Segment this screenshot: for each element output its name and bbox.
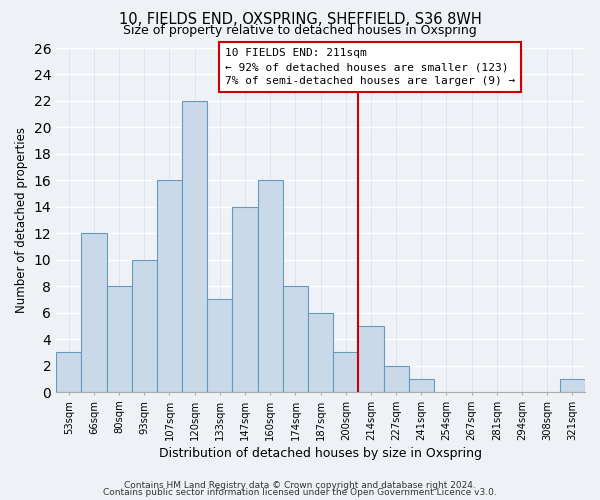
Bar (182, 101, 207, 392)
Bar (383, 366, 409, 392)
Bar (333, 352, 358, 392)
Bar (157, 180, 182, 392)
Text: Contains HM Land Registry data © Crown copyright and database right 2024.: Contains HM Land Registry data © Crown c… (124, 480, 476, 490)
Bar (283, 286, 308, 392)
Bar (107, 286, 132, 392)
X-axis label: Distribution of detached houses by size in Oxspring: Distribution of detached houses by size … (159, 447, 482, 460)
Bar (56, 352, 82, 392)
Bar (132, 260, 157, 392)
Bar (560, 379, 585, 392)
Bar (409, 379, 434, 392)
Text: Size of property relative to detached houses in Oxspring: Size of property relative to detached ho… (123, 24, 477, 37)
Bar (82, 234, 107, 392)
Bar (207, 300, 232, 392)
Text: Contains public sector information licensed under the Open Government Licence v3: Contains public sector information licen… (103, 488, 497, 497)
Bar (308, 312, 333, 392)
Bar (232, 207, 257, 392)
Y-axis label: Number of detached properties: Number of detached properties (15, 127, 28, 313)
Bar (257, 180, 283, 392)
Text: 10, FIELDS END, OXSPRING, SHEFFIELD, S36 8WH: 10, FIELDS END, OXSPRING, SHEFFIELD, S36… (119, 12, 481, 28)
Text: 10 FIELDS END: 211sqm
← 92% of detached houses are smaller (123)
7% of semi-deta: 10 FIELDS END: 211sqm ← 92% of detached … (225, 48, 515, 86)
Bar (358, 326, 383, 392)
